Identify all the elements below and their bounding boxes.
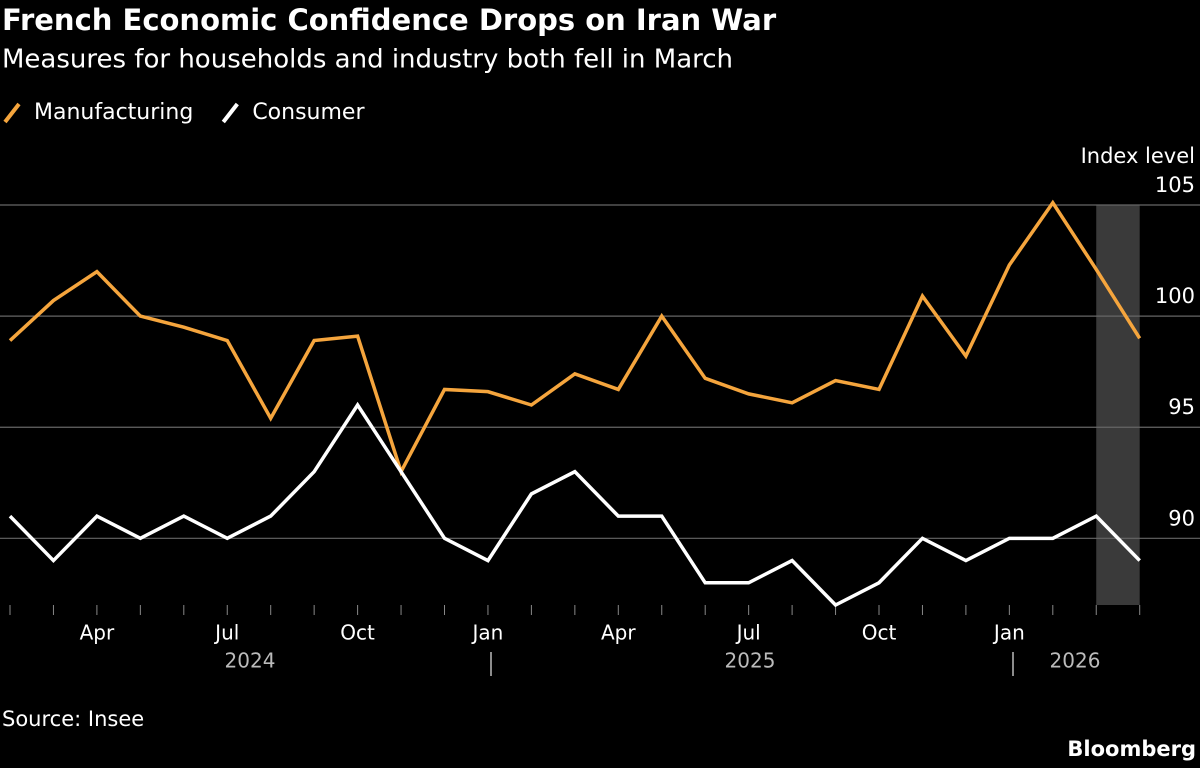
legend-swatch bbox=[3, 102, 21, 124]
x-tick-label: Apr bbox=[601, 621, 636, 645]
year-label: 2025 bbox=[725, 649, 776, 673]
x-tick-label: Jan bbox=[471, 621, 504, 645]
source: Source: Insee bbox=[2, 707, 144, 731]
x-tick-label: Jul bbox=[213, 621, 239, 645]
series-line bbox=[8, 401, 1141, 608]
x-tick-label: Oct bbox=[340, 621, 375, 645]
y-tick-label: 105 bbox=[1155, 173, 1195, 197]
chart-title: French Economic Confidence Drops on Iran… bbox=[2, 3, 777, 37]
x-tick-label: Apr bbox=[80, 621, 115, 645]
y-tick-label: 95 bbox=[1168, 395, 1195, 419]
highlight-band bbox=[1096, 205, 1140, 605]
y-tick-label: 100 bbox=[1155, 284, 1195, 308]
chart-subtitle: Measures for households and industry bot… bbox=[2, 45, 733, 75]
x-tick-label: Jan bbox=[992, 621, 1025, 645]
year-label: 2026 bbox=[1050, 649, 1101, 673]
y-tick-label: 90 bbox=[1168, 506, 1195, 530]
legend-swatch bbox=[221, 102, 239, 124]
legend-label: Consumer bbox=[252, 100, 365, 125]
x-tick-label: Jul bbox=[735, 621, 761, 645]
x-tick-label: Oct bbox=[862, 621, 897, 645]
legend-label: Manufacturing bbox=[34, 100, 193, 125]
y-axis-label: Index level bbox=[1081, 144, 1195, 168]
year-label: 2024 bbox=[225, 649, 276, 673]
series-line bbox=[8, 199, 1142, 477]
brand: Bloomberg bbox=[1067, 737, 1196, 761]
